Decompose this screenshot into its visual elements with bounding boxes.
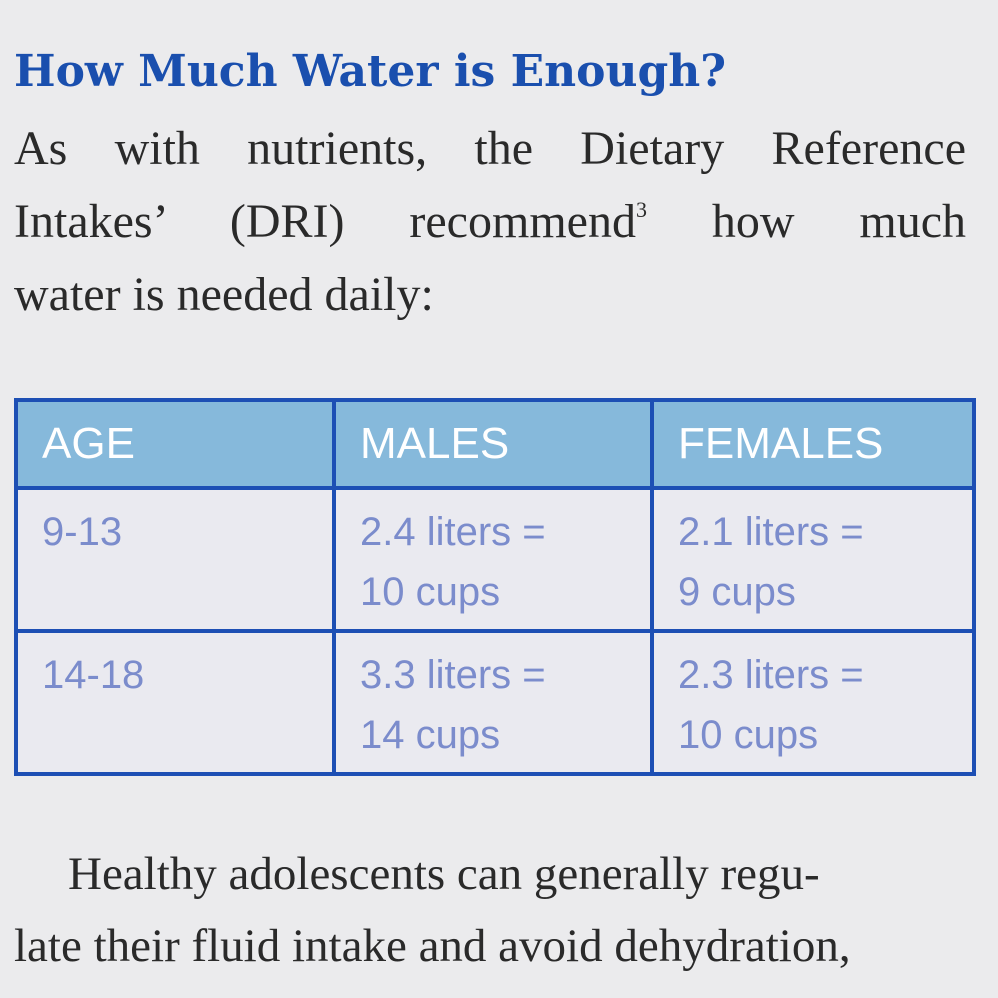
body-paragraph: Healthy adolescents can generally regu- … — [14, 838, 966, 982]
liters-value: 2.4 liters = — [360, 510, 546, 554]
age-value: 9-13 — [42, 510, 123, 554]
age-cell: 9-13 — [14, 486, 336, 633]
females-cell: 2.3 liters = 10 cups — [650, 629, 976, 776]
cups-value: 10 cups — [360, 570, 501, 614]
cups-value: 10 cups — [678, 713, 819, 757]
body-line-2: late their fluid intake and avoid dehydr… — [14, 920, 851, 972]
table-header-row: AGE MALES FEMALES — [14, 398, 976, 490]
intro-line-2: Intakes’ (DRI) recommend3 how much — [14, 185, 966, 258]
header-age: AGE — [14, 398, 336, 490]
males-cell: 3.3 liters = 14 cups — [332, 629, 654, 776]
intro-line-1: As with nutrients, the Dietary Reference — [14, 122, 966, 175]
liters-value: 3.3 liters = — [360, 653, 546, 697]
body-line-1: Healthy adolescents can generally regu- — [68, 848, 820, 900]
liters-value: 2.1 liters = — [678, 510, 864, 554]
cups-value: 9 cups — [678, 570, 796, 614]
table-row: 14-18 3.3 liters = 14 cups 2.3 liters = … — [14, 629, 976, 776]
age-value: 14-18 — [42, 653, 145, 697]
intro-line-3: water is needed daily: — [14, 268, 434, 321]
intro-line-2-text: Intakes’ (DRI) recommend — [14, 195, 636, 248]
intro-line-2-rest: how much — [646, 195, 966, 248]
water-intake-table: AGE MALES FEMALES 9-13 2.4 liters = 10 c… — [14, 398, 976, 776]
males-cell: 2.4 liters = 10 cups — [332, 486, 654, 633]
liters-value: 2.3 liters = — [678, 653, 864, 697]
table-row: 9-13 2.4 liters = 10 cups 2.1 liters = 9… — [14, 486, 976, 633]
intro-paragraph: As with nutrients, the Dietary Reference… — [14, 112, 966, 331]
cups-value: 14 cups — [360, 713, 501, 757]
header-females: FEMALES — [650, 398, 976, 490]
females-cell: 2.1 liters = 9 cups — [650, 486, 976, 633]
header-males: MALES — [332, 398, 654, 490]
age-cell: 14-18 — [14, 629, 336, 776]
footnote-reference: 3 — [635, 197, 647, 222]
section-heading: How Much Water is Enough? — [14, 46, 727, 97]
